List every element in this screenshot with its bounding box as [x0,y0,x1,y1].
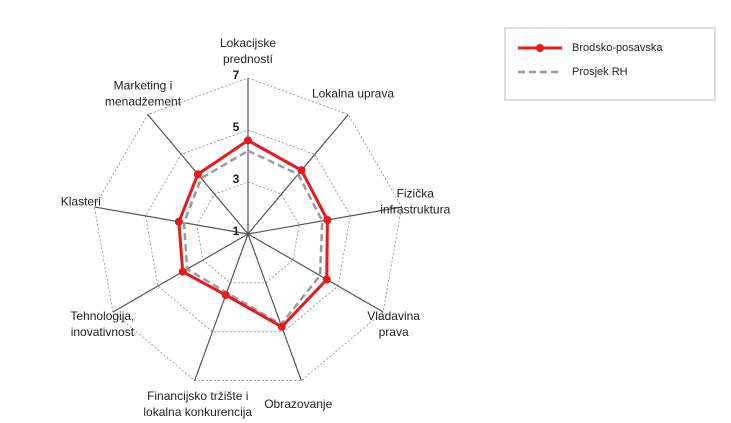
legend-marker [536,44,544,52]
data-point [174,217,183,226]
axis-line [194,233,249,381]
tick-label: 1 [233,224,240,238]
tick-label: 7 [233,68,240,82]
series-line [182,149,324,327]
category-label: Lokacijske predností [220,36,276,66]
grid-ring [145,129,351,333]
axis-line [247,233,384,313]
data-point [322,275,331,284]
category-label: Vladavina prava [367,309,420,339]
data-point [178,267,187,276]
data-point [193,170,202,179]
grid-ring [93,77,403,381]
category-label: Fizička infrastruktura [380,187,450,217]
data-point [244,136,252,145]
legend-label: Brodsko-posavska [572,42,663,54]
legend-box [504,27,716,101]
category-label: Lokalna uprava [312,87,394,101]
axis-line [94,206,249,235]
series-line [177,138,329,329]
tick-label: 5 [233,120,240,134]
category-label: Obrazovanje [264,397,332,411]
category-label: Marketing i menadžement [105,79,182,109]
category-label: Tehnologija, inovativnost [70,309,134,339]
data-point [323,216,332,225]
axis-line [247,233,302,381]
grid-ring [196,181,300,284]
tick-label: 3 [233,172,240,186]
data-point [277,322,286,331]
category-label: Klasteri [61,195,101,209]
legend-label: Prosjek RH [572,66,628,78]
data-point [221,291,230,300]
category-label: Financijsko tržište i lokalna konkurencij… [143,389,252,419]
data-point [297,166,306,175]
